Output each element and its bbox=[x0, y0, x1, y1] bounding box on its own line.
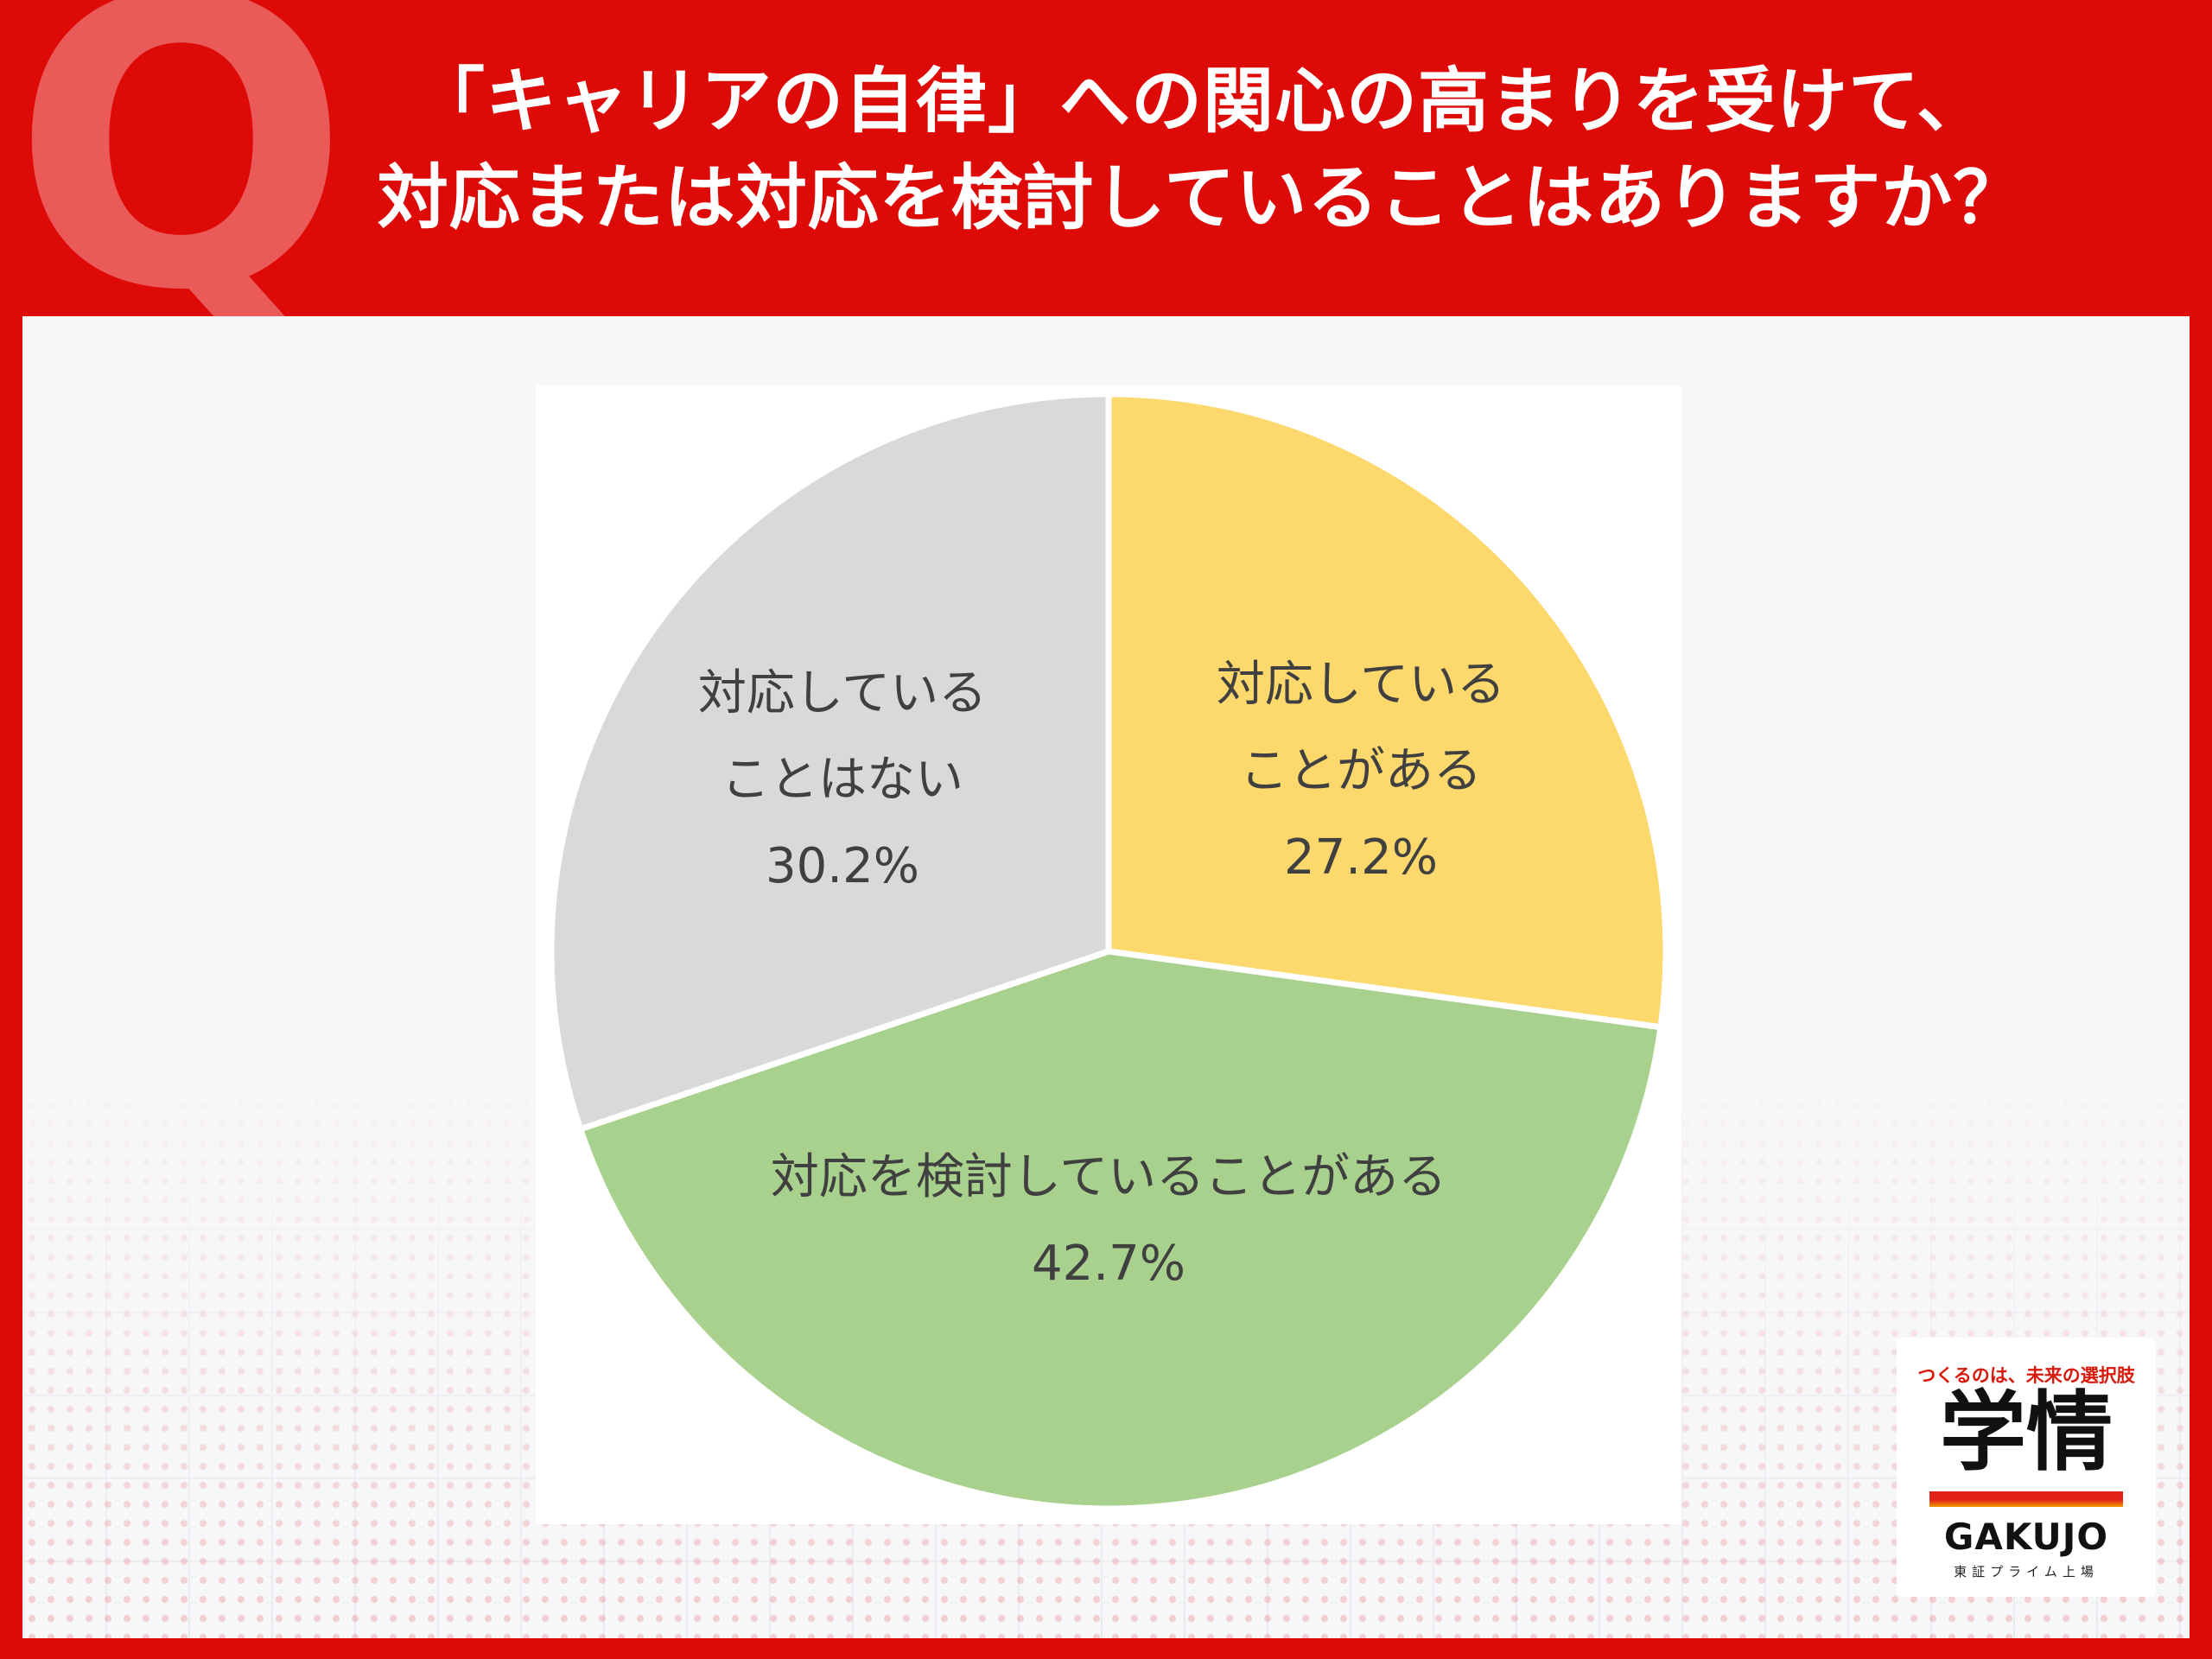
pie-slice-label-3: 対応していることはない bbox=[698, 665, 987, 808]
pie-slice-label-1: 対応していることがある bbox=[1217, 657, 1505, 799]
pie-slice-1 bbox=[1105, 391, 1669, 1031]
pie-slice-value-2: 42.7% bbox=[1032, 1236, 1185, 1292]
pie-slice-value-1: 27.2% bbox=[1284, 830, 1438, 886]
pie-slice-value-3: 30.2% bbox=[766, 838, 919, 894]
q-mark: Q bbox=[12, 0, 351, 378]
logo-brand-sub: 東証プライム上場 bbox=[1954, 1564, 2099, 1580]
pie-chart-card: 対応していることがある 27.2% 対応を検討していることがある 42.7% 対応してい… bbox=[536, 385, 1681, 1524]
logo-brand-kanji: 学情 bbox=[1940, 1382, 2113, 1483]
page-title-line-2: 対応または対応を検討していることはありますか？ bbox=[377, 157, 2025, 239]
gakujo-logo: つくるのは、未来の選択肢 学情 GAKUJO 東証プライム上場 bbox=[1897, 1338, 2156, 1597]
page-title: 「キャリアの自律」への関心の高まりを受けて、 対応または対応を検討していることは… bbox=[216, 54, 2186, 247]
pie-slice-label-2: 対応を検討していることがある bbox=[771, 1149, 1446, 1205]
page-title-line-1: 「キャリアの自律」への関心の高まりを受けて、 bbox=[414, 60, 1988, 143]
logo-tagline: つくるのは、未来の選択肢 bbox=[1917, 1365, 2135, 1386]
logo-brand-bar bbox=[1929, 1491, 2123, 1507]
pie-chart: 対応していることがある 27.2% 対応を検討していることがある 42.7% 対応してい… bbox=[548, 391, 1669, 1512]
pie-slice-2 bbox=[577, 948, 1664, 1512]
pie-slice-3 bbox=[548, 391, 1112, 1133]
logo-brand-latin: GAKUJO bbox=[1943, 1516, 2109, 1558]
